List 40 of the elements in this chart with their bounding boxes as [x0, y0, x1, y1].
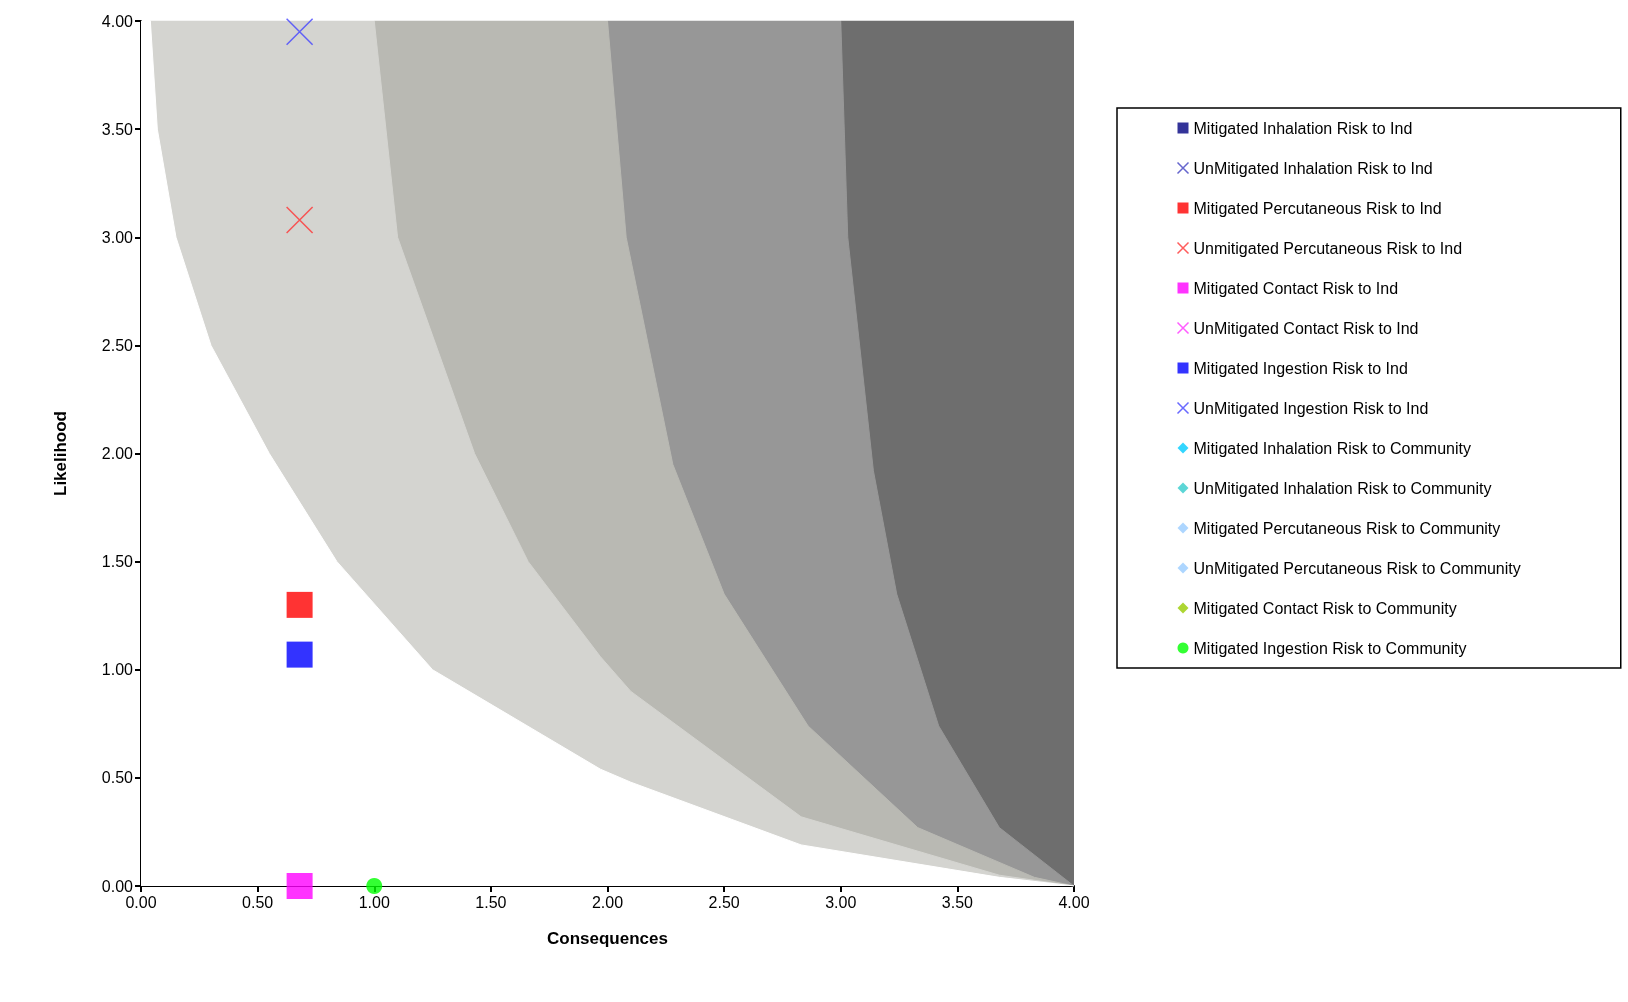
point: [286, 591, 313, 618]
point: [286, 873, 313, 899]
point: [286, 641, 313, 668]
legend-label: Mitigated Inhalation Risk to Community: [1193, 439, 1471, 457]
legend-label: Mitigated Ingestion Risk to Ind: [1193, 359, 1408, 377]
x-axis-title: Consequences: [547, 929, 668, 948]
x-tick-label: 1.50: [475, 893, 507, 911]
legend-label: Mitigated Contact Risk to Community: [1193, 599, 1457, 617]
legend-label: UnMitigated Ingestion Risk to Ind: [1193, 399, 1429, 417]
y-tick-label: 1.00: [101, 661, 134, 679]
x-tick-label: 3.50: [941, 893, 974, 911]
legend-label: UnMitigated Inhalation Risk to Community: [1193, 479, 1492, 497]
x-tick-label: 4.00: [1058, 893, 1090, 911]
legend-label: Mitigated Contact Risk to Ind: [1193, 279, 1399, 297]
x-tick-label: 0.50: [242, 893, 274, 911]
legend-label: Mitigated Inhalation Risk to Ind: [1193, 119, 1413, 137]
y-tick-label: 0.50: [101, 769, 134, 787]
x-tick-label: 2.00: [591, 893, 624, 911]
x-tick-label: 0.00: [125, 893, 157, 911]
legend-label: UnMitigated Percutaneous Risk to Community: [1193, 559, 1521, 577]
legend-label: Mitigated Percutaneous Risk to Ind: [1193, 199, 1442, 217]
x-tick-label: 3.00: [825, 893, 857, 911]
point: [285, 206, 314, 234]
y-tick-label: 0.00: [101, 877, 134, 895]
y-tick-label: 3.00: [101, 228, 134, 246]
legend-label: Mitigated Percutaneous Risk to Community: [1193, 519, 1501, 537]
y-tick-label: 1.50: [101, 553, 134, 571]
x-tick-label: 2.50: [708, 893, 740, 911]
y-tick-label: 4.00: [101, 12, 134, 30]
legend-label: UnMitigated Contact Risk to Ind: [1193, 319, 1419, 337]
legend-label: Mitigated Ingestion Risk to Community: [1193, 639, 1467, 657]
legend-label: UnMitigated Inhalation Risk to Ind: [1193, 159, 1433, 177]
y-tick-label: 2.00: [101, 445, 134, 462]
y-tick-label: 2.50: [101, 336, 134, 354]
point: [285, 18, 314, 46]
y-tick-label: 3.50: [101, 120, 134, 138]
x-tick-label: 1.00: [358, 893, 390, 911]
point: [366, 878, 383, 894]
legend-label: Unmitigated Percutaneous Risk to Ind: [1193, 239, 1463, 257]
y-axis-title: Likelihood: [51, 411, 70, 496]
